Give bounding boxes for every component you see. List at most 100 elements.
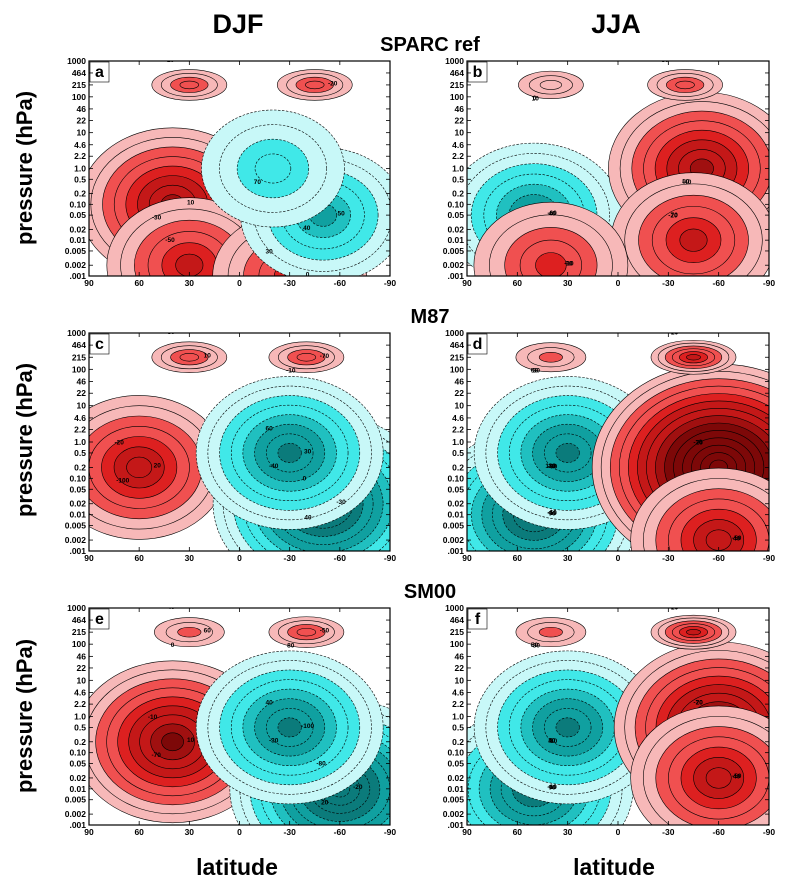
y-tick-label: 215 xyxy=(450,352,464,362)
x-tick-label: 0 xyxy=(237,553,242,563)
contour-f-f1-7 xyxy=(555,717,580,738)
xlabel-right: latitude xyxy=(573,854,655,880)
x-tick-label: 30 xyxy=(185,827,195,837)
contour-label: 10 xyxy=(548,738,556,745)
y-tick-label: .001 xyxy=(447,546,464,556)
contour-c-f4-3 xyxy=(296,353,317,362)
y-tick-label: 100 xyxy=(450,639,464,649)
y-tick-label: 0.5 xyxy=(452,448,464,458)
contour-label: -20 xyxy=(669,604,679,611)
y-tick-label: 46 xyxy=(455,377,465,387)
contour-label: -10 xyxy=(547,784,557,791)
contour-label: -70 xyxy=(320,353,330,360)
contour-label: -50 xyxy=(320,628,330,635)
x-tick-label: -90 xyxy=(763,553,776,563)
y-tick-label: 0.002 xyxy=(65,260,87,270)
contour-a-f4-3 xyxy=(254,153,292,184)
contour-a-f6-3 xyxy=(305,80,325,90)
panel-label-a: a xyxy=(89,61,110,83)
y-tick-label: 0.2 xyxy=(452,737,464,747)
contour-label: 20 xyxy=(696,439,704,446)
panel-letter: f xyxy=(475,611,481,628)
contour-d-f4-2 xyxy=(538,352,563,363)
x-tick-label: 90 xyxy=(462,278,472,288)
contour-label: -60 xyxy=(547,510,557,517)
y-tick-label: 100 xyxy=(450,364,464,374)
x-tick-label: -60 xyxy=(334,827,347,837)
y-tick-label: 0.5 xyxy=(452,174,464,184)
y-tick-label: 1000 xyxy=(67,328,86,338)
x-tick-label: -90 xyxy=(384,553,397,563)
x-tick-label: -60 xyxy=(334,553,347,563)
x-tick-label: -90 xyxy=(763,827,776,837)
contour-label: -100 xyxy=(116,478,129,485)
contour-label: -20 xyxy=(669,329,679,336)
contour-label: -20 xyxy=(668,213,678,220)
contour-label: 50 xyxy=(531,642,539,649)
x-tick-label: 60 xyxy=(513,278,523,288)
x-tick-label: -60 xyxy=(713,278,726,288)
y-tick-label: .001 xyxy=(447,820,464,830)
contour-label: 0 xyxy=(533,95,537,102)
y-tick-label: 0.002 xyxy=(65,809,87,819)
y-tick-label: 4.6 xyxy=(74,413,86,423)
y-tick-label: 22 xyxy=(455,663,465,673)
contour-label: 40 xyxy=(733,774,741,781)
x-tick-label: -30 xyxy=(662,278,675,288)
y-tick-label: .001 xyxy=(69,546,86,556)
x-tick-label: -60 xyxy=(713,827,726,837)
y-tick-label: 0.01 xyxy=(69,784,86,794)
contour-label: 130 xyxy=(545,463,556,470)
x-tick-label: 60 xyxy=(513,553,523,563)
y-tick-label: 2.2 xyxy=(74,151,86,161)
y-tick-label: 0.02 xyxy=(447,773,464,783)
y-tick-label: 0.2 xyxy=(74,462,86,472)
contour-label: 10 xyxy=(204,352,212,359)
y-tick-label: 2.2 xyxy=(452,425,464,435)
y-tick-label: 4.6 xyxy=(452,688,464,698)
y-tick-label: 464 xyxy=(450,340,464,350)
contour-label: -60 xyxy=(547,784,557,791)
x-tick-label: 90 xyxy=(84,553,94,563)
y-tick-label: 0.2 xyxy=(452,189,464,199)
contour-label: -70 xyxy=(693,700,703,707)
contour-b-f4-2 xyxy=(539,80,562,90)
column-title-jja: JJA xyxy=(591,9,641,39)
x-tick-label: 60 xyxy=(134,827,144,837)
contour-label: 10 xyxy=(187,737,195,744)
y-tick-label: 215 xyxy=(72,627,86,637)
y-tick-label: 215 xyxy=(72,80,86,90)
x-tick-label: 0 xyxy=(616,553,621,563)
y-tick-label: 0.05 xyxy=(447,210,464,220)
contour-label: 50 xyxy=(531,367,539,374)
y-tick-label: 4.6 xyxy=(74,140,86,150)
y-tick-label: 2.2 xyxy=(452,699,464,709)
contour-label: 20 xyxy=(171,276,179,283)
y-tick-label: 1.0 xyxy=(452,164,464,174)
y-tick-label: 464 xyxy=(450,68,464,78)
y-tick-label: 0.01 xyxy=(447,784,464,794)
y-tick-label: 0.01 xyxy=(447,235,464,245)
panels-layer: 1020305070-10-20-30-50040a.0010.0020.005… xyxy=(65,56,776,837)
y-tick-label: .001 xyxy=(69,820,86,830)
contour-label: 70 xyxy=(671,329,679,336)
contour-label: 10 xyxy=(187,199,195,206)
contour-a-f1-5 xyxy=(175,253,204,276)
y-tick-label: 1000 xyxy=(445,603,464,613)
y-tick-label: 4.6 xyxy=(452,413,464,423)
ylabel-row1: pressure (hPa) xyxy=(12,91,37,245)
y-tick-label: 0.10 xyxy=(447,748,464,758)
panel-letter: d xyxy=(473,336,483,353)
contour-label: 40 xyxy=(303,225,311,232)
panel-letter: c xyxy=(95,336,104,353)
contour-label: -30 xyxy=(336,499,346,506)
y-tick-label: 46 xyxy=(455,651,465,661)
y-tick-label: 2.2 xyxy=(452,151,464,161)
contour-e-f4-3 xyxy=(296,627,317,637)
field-c: 20 40 60 10 -10 -20 -30 -40 -50 -70 -100 0 30 xyxy=(89,333,390,551)
y-tick-label: 0.5 xyxy=(74,722,86,732)
y-tick-label: 0.002 xyxy=(443,260,465,270)
y-tick-label: 100 xyxy=(72,92,86,102)
contour-label: 60 xyxy=(265,425,273,432)
